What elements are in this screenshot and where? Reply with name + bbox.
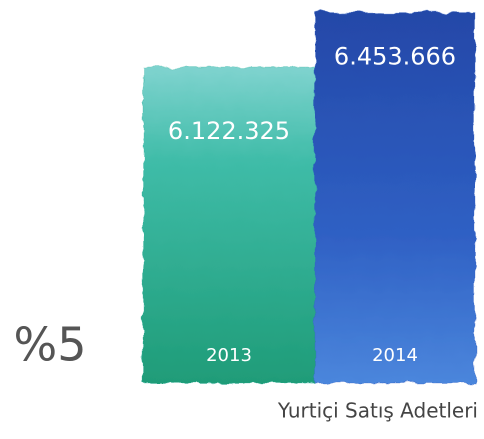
value-label: 6.453.666: [334, 43, 456, 71]
bar: [142, 66, 316, 384]
value-label: 6.122.325: [168, 117, 290, 145]
category-label: 2014: [372, 345, 418, 366]
bar: [314, 12, 476, 384]
annotation: %5: [14, 318, 87, 372]
caption: Yurtiçi Satış Adetleri: [277, 399, 478, 423]
category-label: 2013: [206, 345, 252, 366]
